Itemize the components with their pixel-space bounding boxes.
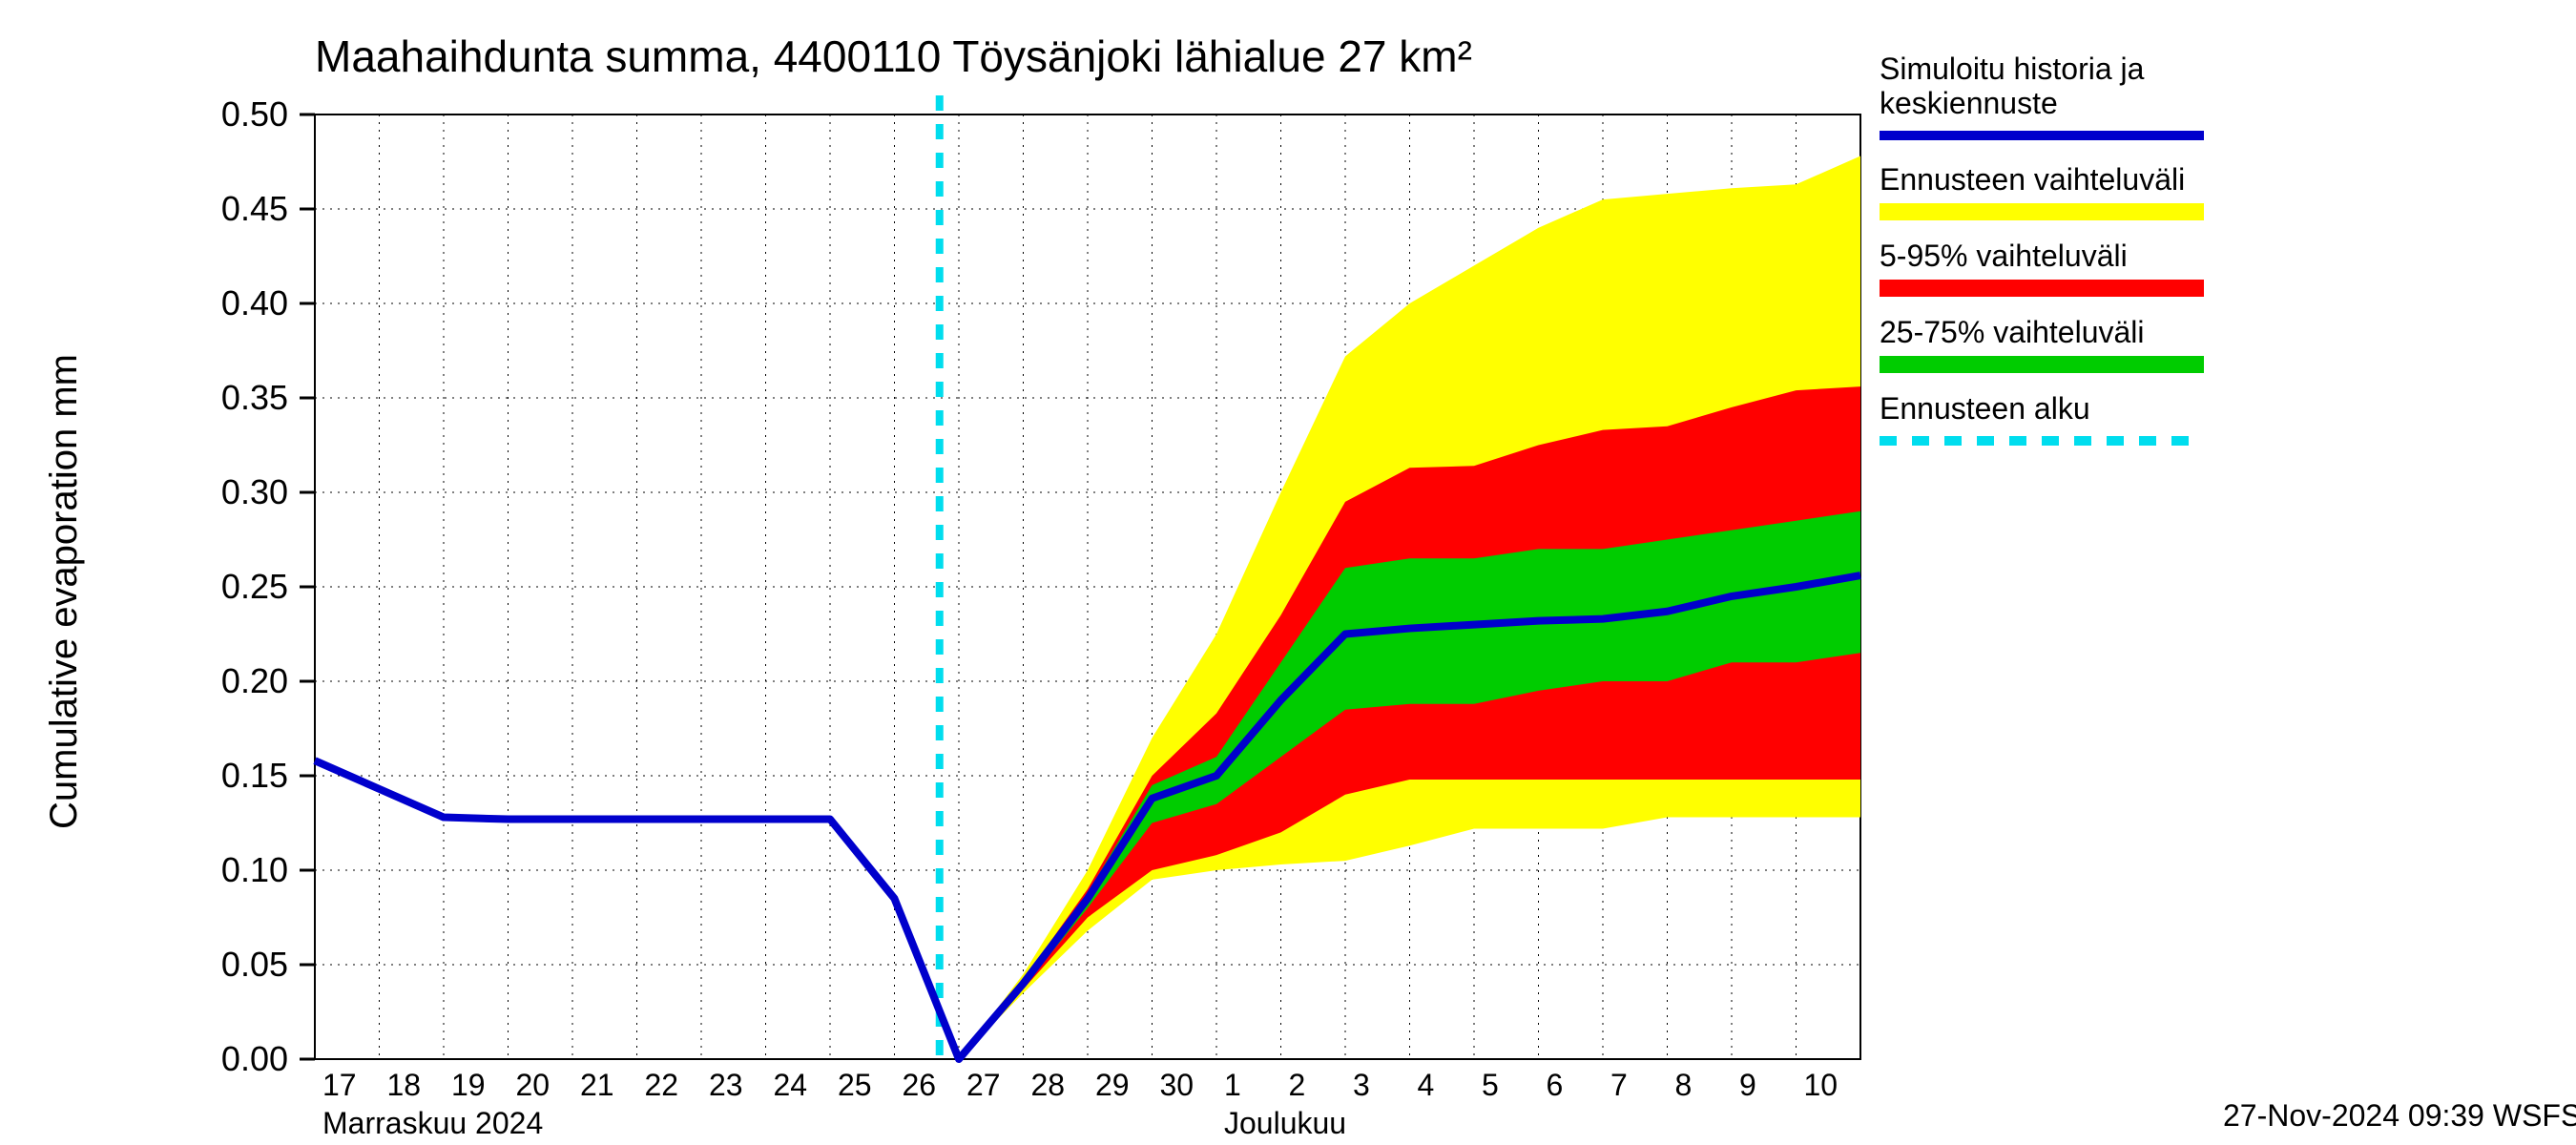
x-tick-label: 28	[1031, 1068, 1066, 1102]
y-tick-label: 0.05	[221, 945, 288, 984]
x-tick-label: 25	[838, 1068, 872, 1102]
legend-label: Ennusteen vaihteluväli	[1880, 162, 2185, 197]
x-tick-label: 29	[1095, 1068, 1130, 1102]
x-tick-label: 18	[387, 1068, 422, 1102]
legend-label: 25-75% vaihteluväli	[1880, 315, 2145, 349]
x-tick-labels: 171819202122232425262728293012345678910	[322, 1068, 1838, 1102]
y-tick-label: 0.10	[221, 850, 288, 889]
month-labels: Marraskuu 2024NovemberJoulukuuDecember	[322, 1106, 1365, 1145]
y-tick-labels: 0.00 0.05 0.10 0.15 0.20 0.25 0.30 0.35 0.40 0.45…	[221, 94, 288, 1078]
evaporation-chart: Maahaihdunta summa, 4400110 Töysänjoki l…	[0, 0, 2576, 1145]
y-tick-label: 0.25	[221, 567, 288, 606]
x-tick-label: 7	[1610, 1068, 1628, 1102]
x-tick-label: 17	[322, 1068, 357, 1102]
band-5-95	[959, 386, 1860, 1059]
x-tick-label: 8	[1675, 1068, 1693, 1102]
y-tick-label: 0.50	[221, 94, 288, 134]
x-tick-label: 2	[1289, 1068, 1306, 1102]
legend-label: Simuloitu historia ja	[1880, 52, 2145, 86]
y-tick-label: 0.45	[221, 189, 288, 228]
x-tick-label: 21	[580, 1068, 614, 1102]
x-tick-label: 1	[1224, 1068, 1241, 1102]
x-tick-label: 20	[516, 1068, 551, 1102]
legend-label: Ennusteen alku	[1880, 391, 2090, 426]
y-tick-label: 0.30	[221, 472, 288, 511]
y-tick-label: 0.40	[221, 283, 288, 323]
x-tick-label: 30	[1160, 1068, 1195, 1102]
legend-swatch	[1880, 280, 2204, 297]
x-tick-label: 6	[1547, 1068, 1564, 1102]
legend-label: keskiennuste	[1880, 86, 2058, 120]
x-tick-label: 26	[903, 1068, 937, 1102]
x-tick-label: 9	[1739, 1068, 1756, 1102]
y-tick-label: 0.35	[221, 378, 288, 417]
x-tick-label: 23	[709, 1068, 743, 1102]
y-tick-label: 0.00	[221, 1039, 288, 1078]
x-tick-label: 19	[451, 1068, 486, 1102]
legend-swatch	[1880, 203, 2204, 220]
x-tick-label: 27	[966, 1068, 1001, 1102]
month-label-fi: Joulukuu	[1224, 1106, 1346, 1140]
x-tick-label: 22	[645, 1068, 679, 1102]
x-tick-label: 24	[774, 1068, 808, 1102]
month-label-fi: Marraskuu 2024	[322, 1106, 543, 1140]
y-axis-label: Cumulative evaporation mm	[43, 354, 85, 829]
x-tick-label: 3	[1353, 1068, 1370, 1102]
x-tick-label: 4	[1418, 1068, 1435, 1102]
footer-timestamp: 27-Nov-2024 09:39 WSFS-O	[2223, 1098, 2576, 1133]
x-tick-label: 10	[1804, 1068, 1839, 1102]
y-tick-label: 0.20	[221, 661, 288, 700]
x-tick-label: 5	[1482, 1068, 1499, 1102]
legend-swatch	[1880, 356, 2204, 373]
legend-label: 5-95% vaihteluväli	[1880, 239, 2128, 273]
chart-title: Maahaihdunta summa, 4400110 Töysänjoki l…	[315, 31, 1472, 81]
legend: Simuloitu historia jakeskiennuste Ennuste…	[1880, 52, 2204, 441]
y-tick-label: 0.15	[221, 756, 288, 795]
